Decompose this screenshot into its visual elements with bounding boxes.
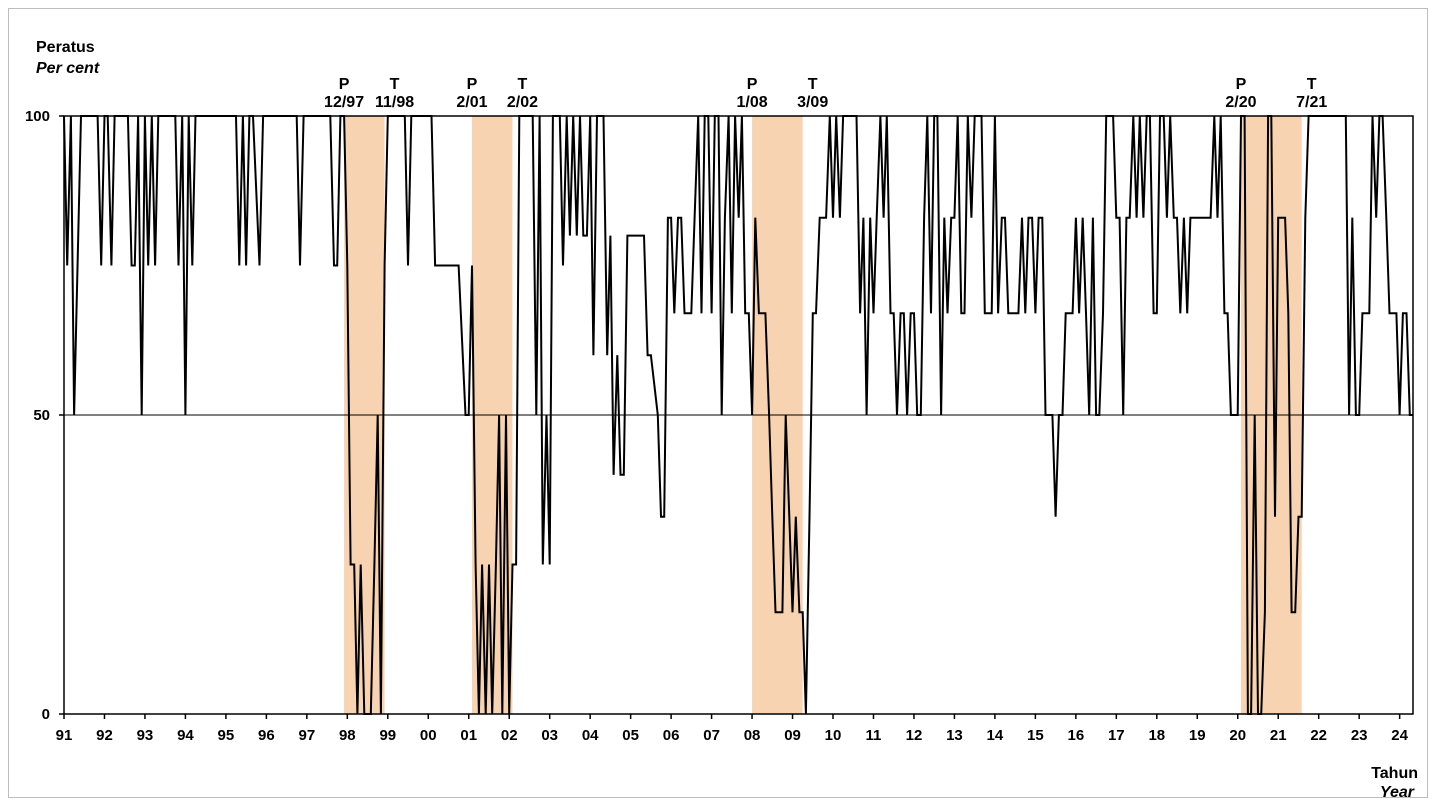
axes: 0 50 100 91 92 93 94 95 96 97 98 99 00 01 02 03 04 05 06 07… <box>25 108 1414 744</box>
trough-label-2: T <box>518 76 528 93</box>
x-tick-label-21: 21 <box>1270 727 1287 744</box>
y-tick-label-50: 50 <box>33 407 50 424</box>
x-tick-label-17: 17 <box>1108 727 1125 744</box>
x-tick-label-05: 05 <box>622 727 639 744</box>
trough-label-1: T <box>390 76 400 93</box>
x-tick-label-16: 16 <box>1068 727 1085 744</box>
x-tick-label-98: 98 <box>339 727 356 744</box>
x-tick-label-12: 12 <box>906 727 923 744</box>
x-tick-label-92: 92 <box>96 727 113 744</box>
x-tick-label-18: 18 <box>1148 727 1165 744</box>
peak-label-4: P <box>1236 76 1247 93</box>
x-tick-label-08: 08 <box>744 727 761 744</box>
peak-date-3: 1/08 <box>736 94 767 111</box>
peak-label-3: P <box>747 76 758 93</box>
peak-label-1: P <box>339 76 350 93</box>
x-tick-label-00: 00 <box>420 727 437 744</box>
x-tick-label-19: 19 <box>1189 727 1206 744</box>
x-tick-label-13: 13 <box>946 727 963 744</box>
x-tick-label-91: 91 <box>56 727 73 744</box>
x-tick-label-09: 09 <box>784 727 801 744</box>
x-tick-label-95: 95 <box>218 727 235 744</box>
trough-date-4: 7/21 <box>1296 94 1327 111</box>
trough-date-2: 2/02 <box>507 94 538 111</box>
x-tick-label-03: 03 <box>541 727 558 744</box>
series-line-layer <box>63 115 1413 715</box>
x-tick-label-23: 23 <box>1351 727 1368 744</box>
peak-date-1: 12/97 <box>324 94 364 111</box>
trough-label-4: T <box>1307 76 1317 93</box>
y-tick-label-0: 0 <box>42 706 50 723</box>
chart-frame <box>8 8 1428 798</box>
x-axis-title-en: Year <box>1380 784 1415 801</box>
x-tick-label-02: 02 <box>501 727 518 744</box>
x-tick-label-20: 20 <box>1229 727 1246 744</box>
y-tick-label-100: 100 <box>25 108 50 125</box>
peak-label-2: P <box>467 76 478 93</box>
x-tick-label-14: 14 <box>987 727 1004 744</box>
x-tick-label-94: 94 <box>177 727 194 744</box>
y-axis-title-en: Per cent <box>36 60 100 77</box>
trough-label-3: T <box>808 76 818 93</box>
x-tick-label-24: 24 <box>1391 727 1408 744</box>
labels: Peratus Per cent Tahun Year P12/97T11/98… <box>36 39 1418 801</box>
trough-date-3: 3/09 <box>797 94 828 111</box>
series-line-1 <box>63 115 1413 715</box>
x-tick-label-96: 96 <box>258 727 275 744</box>
x-tick-label-07: 07 <box>703 727 720 744</box>
trough-date-1: 11/98 <box>375 94 414 111</box>
x-tick-label-93: 93 <box>137 727 154 744</box>
peak-date-4: 2/20 <box>1225 94 1256 111</box>
peak-date-2: 2/01 <box>456 94 487 111</box>
y-axis-title: Peratus <box>36 39 95 56</box>
x-tick-label-97: 97 <box>299 727 316 744</box>
x-tick-label-01: 01 <box>460 727 477 744</box>
x-tick-label-15: 15 <box>1027 727 1044 744</box>
x-tick-label-99: 99 <box>379 727 396 744</box>
x-tick-label-10: 10 <box>825 727 842 744</box>
x-axis-title: Tahun <box>1371 765 1418 782</box>
x-tick-label-06: 06 <box>663 727 680 744</box>
x-tick-label-04: 04 <box>582 727 599 744</box>
x-tick-label-11: 11 <box>866 727 882 744</box>
x-tick-label-22: 22 <box>1310 727 1327 744</box>
